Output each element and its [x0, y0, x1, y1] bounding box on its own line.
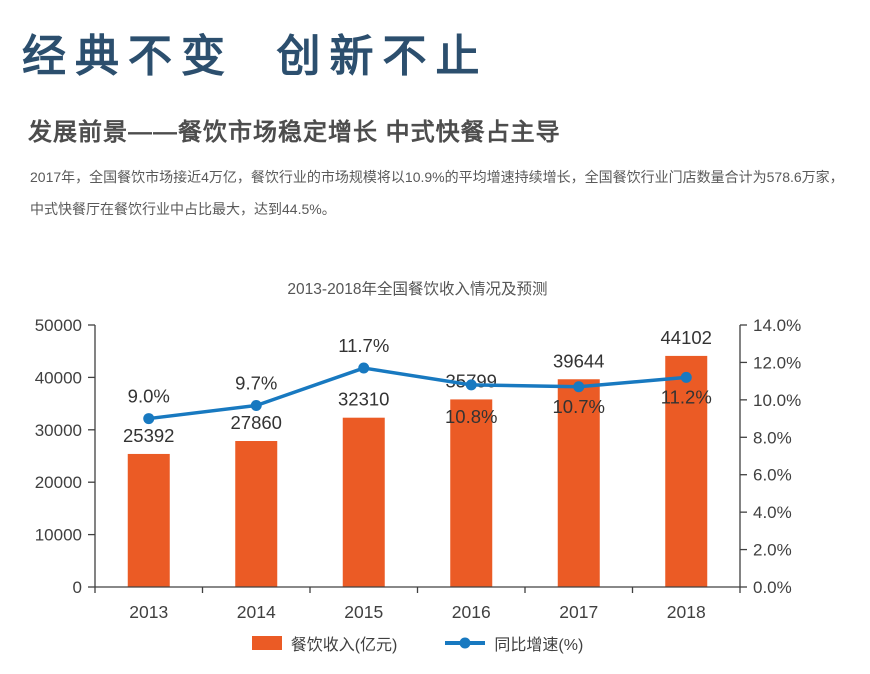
- bar-value-label: 39644: [553, 350, 604, 371]
- section-heading: 发展前景——餐饮市场稳定增长 中式快餐占主导: [28, 119, 561, 146]
- growth-value-label: 10.7%: [553, 396, 605, 417]
- left-axis-tick-label: 50000: [35, 316, 82, 335]
- line-marker-2016: [465, 379, 477, 391]
- legend-label-revenue: 餐饮收入(亿元): [290, 637, 398, 654]
- bar-2014: [235, 441, 278, 587]
- legend-item-growth: 同比增速(%): [445, 631, 583, 655]
- line-marker-2018: [680, 371, 692, 383]
- line-marker-dot-icon: [459, 637, 471, 649]
- line-marker-2014: [250, 399, 262, 411]
- right-axis-tick-label: 10.0%: [753, 391, 801, 410]
- right-axis-tick-label: 8.0%: [753, 428, 792, 447]
- intro-paragraph: 2017年，全国餐饮市场接近4万亿，餐饮行业的市场规模将以10.9%的平均增速持…: [30, 161, 855, 225]
- right-axis-tick-label: 14.0%: [753, 316, 801, 335]
- x-category-label: 2018: [667, 602, 706, 622]
- intro-line-1: 2017年，全国餐饮市场接近4万亿，餐饮行业的市场规模将以10.9%的平均增速持…: [30, 169, 844, 185]
- bar-2016: [450, 399, 493, 587]
- line-marker-2013: [143, 413, 155, 425]
- chart-title: 2013-2018年全国餐饮收入情况及预测: [287, 281, 548, 298]
- bar-2015: [342, 417, 385, 587]
- bar-2017: [557, 379, 600, 587]
- right-axis-tick-label: 12.0%: [753, 353, 801, 372]
- left-axis-tick-label: 40000: [35, 368, 82, 387]
- left-axis-tick-label: 0: [73, 578, 82, 597]
- growth-line: [147, 366, 688, 421]
- x-category-label: 2013: [129, 602, 168, 622]
- chart-legend: 餐饮收入(亿元) 同比增速(%): [95, 631, 740, 655]
- left-axis-tick-label: 20000: [35, 473, 82, 492]
- left-axis-tick-label: 10000: [35, 526, 82, 545]
- bar-2013: [127, 453, 170, 587]
- right-axis-tick-label: 6.0%: [753, 466, 792, 485]
- bar-value-label: 44102: [661, 327, 712, 348]
- growth-value-label: 11.7%: [338, 335, 389, 356]
- right-axis-tick-label: 4.0%: [753, 503, 792, 522]
- x-category-label: 2017: [559, 602, 598, 622]
- bar-series-swatch-icon: [251, 636, 282, 650]
- x-category-label: 2014: [237, 602, 276, 622]
- bar-value-label: 25392: [123, 425, 174, 446]
- left-axis-tick-label: 30000: [35, 421, 82, 440]
- bar-value-label: 27860: [231, 412, 282, 433]
- line-marker-2017: [573, 381, 585, 393]
- bar-2018: [665, 355, 708, 587]
- growth-value-label: 10.8%: [445, 406, 497, 427]
- line-series-swatch-icon: [445, 637, 486, 649]
- line-marker-2015: [358, 362, 370, 374]
- legend-label-growth: 同比增速(%): [494, 637, 584, 654]
- growth-value-label: 9.0%: [128, 386, 170, 407]
- x-category-label: 2016: [452, 602, 491, 622]
- legend-item-revenue: 餐饮收入(亿元): [251, 631, 398, 655]
- growth-value-label: 9.7%: [235, 372, 277, 393]
- bar-value-label: 32310: [338, 389, 389, 410]
- growth-value-label: 11.2%: [661, 386, 712, 407]
- intro-line-2: 中式快餐厅在餐饮行业中占比最大，达到44.5%。: [30, 201, 336, 217]
- right-axis-tick-label: 2.0%: [753, 541, 792, 560]
- page-title: 经典不变 创新不止: [22, 32, 489, 81]
- right-axis-tick-label: 0.0%: [753, 578, 792, 597]
- x-category-label: 2015: [344, 602, 383, 622]
